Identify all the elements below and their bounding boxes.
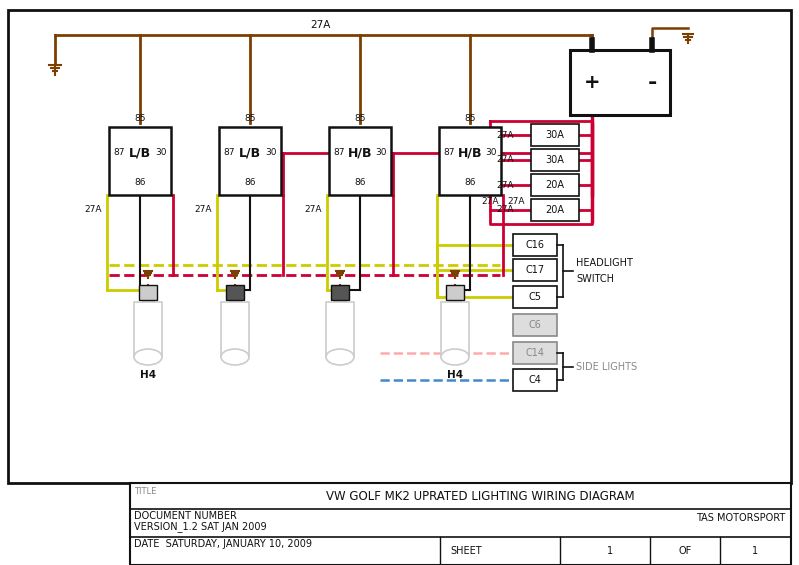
- Text: VW GOLF MK2 UPRATED LIGHTING WIRING DIAGRAM: VW GOLF MK2 UPRATED LIGHTING WIRING DIAG…: [326, 490, 634, 503]
- Text: C6: C6: [529, 320, 542, 330]
- Text: 27A: 27A: [85, 205, 102, 214]
- Text: -: -: [647, 72, 657, 93]
- Bar: [513, 259, 557, 281]
- Text: 20A: 20A: [546, 205, 565, 215]
- Text: C14: C14: [526, 348, 544, 358]
- Text: H4: H4: [447, 370, 463, 380]
- Text: 85: 85: [354, 114, 366, 123]
- Text: 30A: 30A: [546, 130, 564, 140]
- Text: 1: 1: [752, 546, 758, 556]
- Text: 27A: 27A: [482, 197, 499, 206]
- Text: H/B: H/B: [458, 146, 483, 159]
- Bar: [331, 285, 349, 300]
- Bar: [441, 302, 469, 357]
- Text: 27A: 27A: [507, 197, 524, 206]
- Text: C17: C17: [526, 265, 545, 275]
- Text: 27A: 27A: [194, 205, 212, 214]
- Text: 86: 86: [354, 178, 366, 187]
- Bar: [221, 302, 249, 357]
- Text: TITLE: TITLE: [134, 487, 157, 496]
- Bar: [570, 50, 670, 115]
- Bar: [531, 124, 579, 146]
- Text: VERSION_1.2 SAT JAN 2009: VERSION_1.2 SAT JAN 2009: [134, 521, 267, 532]
- Ellipse shape: [221, 349, 249, 365]
- Text: 30: 30: [156, 149, 167, 157]
- Text: SWITCH: SWITCH: [576, 274, 614, 284]
- Text: +: +: [584, 73, 600, 92]
- Bar: [531, 149, 579, 171]
- Bar: [439, 127, 501, 195]
- Text: 27A: 27A: [496, 155, 514, 164]
- Text: C16: C16: [526, 240, 544, 250]
- Text: 30: 30: [376, 149, 387, 157]
- Text: 87: 87: [333, 149, 344, 157]
- Bar: [226, 285, 244, 300]
- Text: L/B: L/B: [129, 146, 151, 159]
- Bar: [109, 127, 171, 195]
- Text: DATE  SATURDAY, JANUARY 10, 2009: DATE SATURDAY, JANUARY 10, 2009: [134, 539, 312, 549]
- Text: C5: C5: [528, 292, 542, 302]
- Text: 87: 87: [113, 149, 125, 157]
- Text: 85: 85: [134, 114, 145, 123]
- Bar: [531, 174, 579, 196]
- Bar: [134, 302, 162, 357]
- Bar: [130, 483, 791, 565]
- Text: 86: 86: [244, 178, 256, 187]
- Text: OF: OF: [678, 546, 692, 556]
- Bar: [449, 295, 461, 310]
- Bar: [219, 127, 281, 195]
- Bar: [513, 314, 557, 336]
- Text: TAS MOTORSPORT: TAS MOTORSPORT: [696, 513, 785, 523]
- Text: 86: 86: [464, 178, 475, 187]
- Text: SIDE LIGHTS: SIDE LIGHTS: [576, 362, 637, 372]
- Bar: [139, 285, 157, 300]
- Bar: [334, 295, 346, 310]
- Text: C4: C4: [529, 375, 542, 385]
- Text: 27A: 27A: [304, 205, 322, 214]
- Text: 87: 87: [223, 149, 234, 157]
- Text: 86: 86: [134, 178, 145, 187]
- Bar: [531, 199, 579, 221]
- Bar: [446, 285, 464, 300]
- Text: 30: 30: [265, 149, 277, 157]
- Text: 85: 85: [464, 114, 475, 123]
- Bar: [8, 10, 791, 483]
- Bar: [329, 127, 391, 195]
- Text: 1: 1: [607, 546, 613, 556]
- Text: 87: 87: [443, 149, 455, 157]
- Bar: [326, 302, 354, 357]
- Bar: [513, 234, 557, 256]
- Text: DOCUMENT NUMBER: DOCUMENT NUMBER: [134, 511, 237, 521]
- Text: SHEET: SHEET: [450, 546, 482, 556]
- Text: L/B: L/B: [239, 146, 261, 159]
- Bar: [142, 295, 154, 310]
- Text: 27A: 27A: [496, 131, 514, 140]
- Bar: [513, 342, 557, 364]
- Ellipse shape: [134, 349, 162, 365]
- Bar: [513, 369, 557, 391]
- Text: 30: 30: [486, 149, 497, 157]
- Text: 27A: 27A: [310, 20, 330, 30]
- Bar: [513, 286, 557, 308]
- Text: 30A: 30A: [546, 155, 564, 165]
- Text: HEADLIGHT: HEADLIGHT: [576, 258, 633, 268]
- Text: 27A: 27A: [496, 180, 514, 189]
- Text: H/B: H/B: [348, 146, 372, 159]
- Text: 85: 85: [244, 114, 256, 123]
- Bar: [229, 295, 241, 310]
- Text: 20A: 20A: [546, 180, 565, 190]
- Text: 27A: 27A: [496, 206, 514, 215]
- Ellipse shape: [441, 349, 469, 365]
- Ellipse shape: [326, 349, 354, 365]
- Text: H4: H4: [140, 370, 156, 380]
